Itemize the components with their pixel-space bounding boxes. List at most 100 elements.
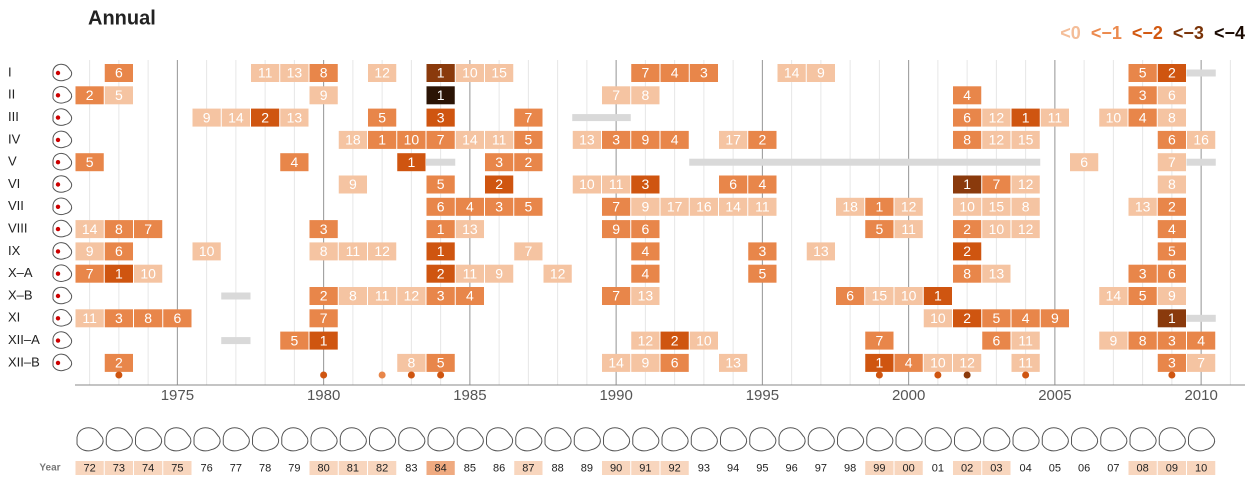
strip-highlight <box>514 461 543 475</box>
drought-cell <box>1099 287 1128 305</box>
rank-label: 11 <box>375 288 390 304</box>
drought-cell <box>1157 220 1186 239</box>
rank-label: 11 <box>346 243 361 259</box>
drought-cell <box>514 242 543 261</box>
drought-cell <box>1011 130 1040 149</box>
rank-label: 8 <box>320 65 328 81</box>
drought-cell <box>543 264 572 283</box>
rank-label: 9 <box>1168 288 1176 304</box>
drought-cell <box>660 197 689 216</box>
rank-label: 1 <box>320 332 328 348</box>
strip-highlight <box>602 461 631 475</box>
map-icon <box>339 427 367 452</box>
rank-label: 13 <box>638 288 654 304</box>
map-outline <box>52 86 73 104</box>
drought-cell <box>1128 197 1157 216</box>
drought-cell <box>426 287 455 305</box>
drought-cell <box>953 353 982 372</box>
rank-label: 12 <box>989 132 1005 148</box>
drought-cell <box>660 331 689 350</box>
map-region <box>55 316 61 321</box>
x-tick-label: 1975 <box>161 387 194 404</box>
map-icon <box>52 130 73 149</box>
drought-cell <box>485 64 514 82</box>
strip-highlight <box>163 461 192 475</box>
year-dot <box>320 371 328 379</box>
map-outline <box>1188 427 1216 452</box>
drought-cell <box>748 242 777 261</box>
rank-label: 13 <box>287 65 303 81</box>
rank-label: 4 <box>290 154 298 170</box>
drought-cell <box>953 86 982 105</box>
map-outline <box>222 427 250 452</box>
year-dot <box>378 371 386 379</box>
row-label: XII–B <box>8 354 40 369</box>
strip-year: 79 <box>288 462 300 474</box>
drought-cell <box>748 197 777 216</box>
drought-cell <box>602 130 631 149</box>
drought-cell <box>953 309 982 328</box>
rank-label: 4 <box>1168 221 1176 237</box>
drought-cell <box>1011 220 1040 239</box>
map-icon <box>632 427 660 452</box>
map-region <box>55 115 61 120</box>
rank-label: 9 <box>495 265 503 281</box>
missing-range <box>689 158 1041 166</box>
strip-year: 93 <box>698 462 710 474</box>
map-outline <box>1071 427 1099 452</box>
strip-highlight <box>953 461 982 475</box>
map-icon <box>486 427 514 452</box>
drought-cell <box>602 220 631 239</box>
drought-cell <box>485 197 514 216</box>
drought-cell <box>865 197 894 216</box>
drought-cell <box>368 64 397 82</box>
drought-cell <box>368 242 397 261</box>
rank-label: 9 <box>320 87 328 103</box>
rank-label: 6 <box>963 109 971 125</box>
map-icon <box>52 152 73 171</box>
drought-cell <box>1011 331 1040 350</box>
rank-label: 1 <box>1022 109 1030 125</box>
rank-label: 4 <box>1197 332 1205 348</box>
drought-cell <box>1128 108 1157 127</box>
rank-label: 14 <box>1106 288 1122 304</box>
map-outline <box>1158 427 1186 452</box>
strip-year: 96 <box>786 462 798 474</box>
rank-label: 10 <box>579 176 595 192</box>
map-icon <box>1071 427 1099 452</box>
strip-highlight <box>1128 461 1157 475</box>
year-dot <box>875 371 883 379</box>
drought-cell <box>251 64 280 82</box>
rank-label: 1 <box>875 355 883 371</box>
rank-label: 5 <box>378 109 386 125</box>
legend-label: <0 <box>1060 23 1081 43</box>
rank-label: 2 <box>1168 199 1176 215</box>
drought-cell <box>455 264 484 283</box>
strip-year: 01 <box>932 462 944 474</box>
map-icon <box>52 331 73 349</box>
map-outline <box>52 197 73 216</box>
drought-cell <box>894 220 923 239</box>
map-outline <box>252 427 280 452</box>
drought-cell <box>689 331 718 350</box>
map-icon <box>983 427 1011 452</box>
rank-label: 1 <box>378 132 386 148</box>
map-outline <box>749 427 777 452</box>
drought-cell <box>426 264 455 283</box>
map-region <box>55 160 61 165</box>
map-icon <box>52 86 73 104</box>
map-icon <box>52 63 73 82</box>
strip-year: 02 <box>961 462 973 474</box>
map-outline <box>52 353 73 372</box>
map-outline <box>778 427 806 452</box>
strip-year: 00 <box>903 462 915 474</box>
rank-label: 12 <box>989 109 1005 125</box>
drought-cell <box>631 353 660 372</box>
drought-cell <box>1157 353 1186 372</box>
map-outline <box>281 427 309 452</box>
drought-cell <box>75 242 104 261</box>
rank-label: 6 <box>1168 132 1176 148</box>
rank-label: 4 <box>466 199 474 215</box>
map-icon <box>52 309 73 327</box>
